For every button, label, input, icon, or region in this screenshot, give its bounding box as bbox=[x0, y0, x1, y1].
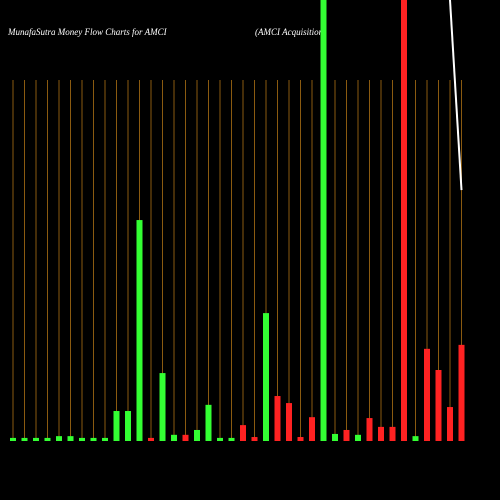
bar bbox=[343, 429, 350, 441]
bar bbox=[90, 437, 97, 441]
bar bbox=[67, 436, 74, 441]
bar bbox=[447, 407, 453, 441]
bar bbox=[148, 437, 154, 441]
bar bbox=[274, 396, 281, 441]
bar bbox=[412, 436, 419, 441]
bar bbox=[366, 418, 373, 441]
bar bbox=[56, 436, 62, 441]
bar bbox=[33, 437, 39, 441]
bar bbox=[286, 403, 292, 441]
bar bbox=[194, 429, 200, 441]
bar bbox=[251, 437, 258, 441]
bar bbox=[458, 344, 465, 441]
bar bbox=[21, 437, 28, 441]
bar bbox=[217, 437, 223, 441]
bar bbox=[401, 0, 407, 441]
bar bbox=[389, 426, 396, 441]
bar bbox=[240, 425, 246, 441]
bar bbox=[228, 437, 235, 441]
bar bbox=[136, 220, 143, 441]
bar bbox=[10, 437, 16, 441]
bar bbox=[159, 373, 166, 441]
bar bbox=[263, 313, 269, 441]
bar bbox=[113, 411, 120, 441]
bar bbox=[309, 417, 315, 441]
bar bbox=[424, 348, 430, 441]
bar bbox=[205, 404, 212, 441]
bar bbox=[435, 369, 442, 441]
price-line bbox=[449, 0, 463, 191]
bar bbox=[44, 437, 51, 441]
bar bbox=[378, 426, 384, 441]
bar bbox=[297, 437, 304, 441]
bar bbox=[182, 434, 189, 441]
bar bbox=[102, 437, 108, 441]
bar bbox=[355, 434, 361, 441]
bar bbox=[332, 433, 338, 441]
chart-subtitle: (AMCI Acquisition bbox=[255, 27, 324, 37]
bar bbox=[320, 0, 327, 441]
bar bbox=[79, 437, 85, 441]
bar bbox=[171, 434, 177, 441]
chart-title: MunafaSutra Money Flow Charts for AMCI bbox=[7, 27, 168, 37]
bar bbox=[125, 411, 131, 441]
